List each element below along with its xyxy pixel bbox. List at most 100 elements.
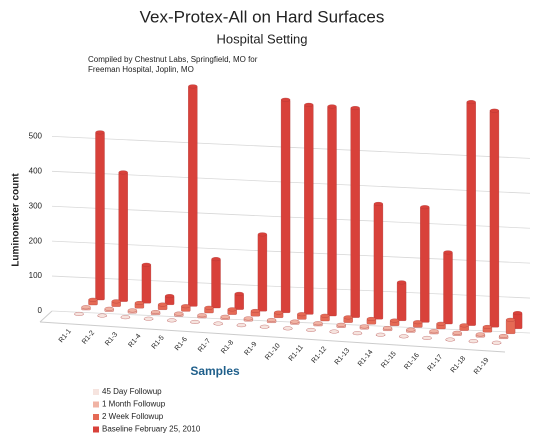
bar-top xyxy=(420,205,430,210)
bar-top xyxy=(343,315,353,320)
bar-top xyxy=(283,326,293,331)
bar xyxy=(95,132,105,301)
bar-top xyxy=(81,305,91,310)
bar-top xyxy=(127,308,138,313)
bar-top xyxy=(306,328,316,332)
bar-top xyxy=(396,280,407,285)
x-tick-label: R1-9 xyxy=(243,341,258,357)
bar-top xyxy=(373,202,384,206)
legend-label: 2 Week Followup xyxy=(102,412,164,421)
bar-top xyxy=(181,304,191,309)
bar-top xyxy=(491,340,502,345)
bar-top xyxy=(190,320,200,324)
bar-top xyxy=(150,310,161,314)
bar-top xyxy=(164,294,175,299)
bar-top xyxy=(157,302,168,307)
x-tick-label: R1-3 xyxy=(104,331,119,347)
bar xyxy=(118,172,128,302)
x-tick-label: R1-10 xyxy=(264,342,282,361)
bar-top xyxy=(329,329,339,334)
bar-top xyxy=(227,307,237,312)
x-tick-label: R1-13 xyxy=(334,347,352,366)
bar-top xyxy=(213,321,223,326)
bar-top xyxy=(259,324,270,329)
x-tick-label: R1-1 xyxy=(58,328,73,344)
bar-top xyxy=(382,326,393,330)
x-tick-label: R1-2 xyxy=(81,330,96,346)
bar xyxy=(466,101,476,326)
bar xyxy=(257,234,268,312)
legend-swatch xyxy=(93,401,99,408)
bar-top xyxy=(498,334,509,338)
x-tick-label: R1-17 xyxy=(427,353,445,372)
bar-top xyxy=(134,301,145,305)
bar-top xyxy=(290,319,300,324)
y-tick-label: 200 xyxy=(29,236,43,245)
bar-top xyxy=(366,317,377,321)
bar xyxy=(141,264,152,304)
bar-top xyxy=(211,257,221,262)
x-tick-label: R1-18 xyxy=(450,355,468,374)
x-tick-label: R1-6 xyxy=(174,336,189,352)
bar-top xyxy=(375,332,386,337)
bar-top xyxy=(489,108,500,113)
bar-top xyxy=(257,232,268,237)
bar-top xyxy=(327,104,337,109)
bar xyxy=(373,203,384,320)
legend-label: 1 Month Followup xyxy=(102,400,166,409)
bar-top xyxy=(118,170,128,175)
bar-top xyxy=(188,84,198,89)
bar-top xyxy=(336,322,346,327)
y-tick-label: 300 xyxy=(29,201,43,210)
bar-top xyxy=(120,315,131,320)
bar-top xyxy=(436,321,446,326)
bar-top xyxy=(399,334,409,339)
bar-top xyxy=(459,323,469,328)
bar-top xyxy=(443,250,453,255)
x-tick-label: R1-8 xyxy=(220,339,235,355)
bar xyxy=(327,106,337,317)
bar-top xyxy=(445,337,455,342)
bar-top xyxy=(236,323,247,328)
bar xyxy=(211,258,221,309)
annotation: Compiled by Chestnut Labs, Springfield, … xyxy=(88,55,258,64)
bar-top xyxy=(234,291,244,296)
x-tick-label: R1-5 xyxy=(151,334,166,350)
bar-top xyxy=(280,97,291,102)
y-tick-label: 100 xyxy=(29,271,43,280)
bar-top xyxy=(304,102,314,107)
bar-top xyxy=(352,331,363,336)
chart-subtitle: Hospital Setting xyxy=(216,31,307,46)
bar-top xyxy=(505,317,516,322)
bar xyxy=(280,99,291,313)
grid-line xyxy=(51,170,531,194)
bar-top xyxy=(466,100,476,105)
bar-top xyxy=(88,297,98,302)
bar-top xyxy=(429,329,439,334)
bar-top xyxy=(197,313,207,318)
bar xyxy=(505,319,516,334)
bar-top xyxy=(475,332,486,337)
y-tick-label: 400 xyxy=(29,166,43,175)
floor-edge xyxy=(39,321,506,353)
bar xyxy=(489,110,500,328)
y-tick-label: 0 xyxy=(38,306,43,315)
chart-title: Vex-Protex-All on Hard Surfaces xyxy=(140,7,385,26)
bar xyxy=(396,282,407,321)
bar xyxy=(234,293,244,310)
bar-top xyxy=(320,313,330,318)
x-tick-label: R1-11 xyxy=(288,344,305,363)
bar-top xyxy=(422,336,432,340)
x-tick-label: R1-19 xyxy=(473,357,491,376)
bar-top xyxy=(266,318,277,322)
bar-top xyxy=(389,318,400,323)
floor-edge xyxy=(39,310,53,323)
bar-top xyxy=(482,325,493,329)
legend-label: 45 Day Followup xyxy=(102,387,162,396)
x-tick-label: R1-14 xyxy=(357,349,375,368)
bar-top xyxy=(220,314,230,319)
grid-line xyxy=(51,205,531,229)
legend-label: Baseline February 25, 2010 xyxy=(102,425,201,434)
bar-top xyxy=(452,330,462,335)
